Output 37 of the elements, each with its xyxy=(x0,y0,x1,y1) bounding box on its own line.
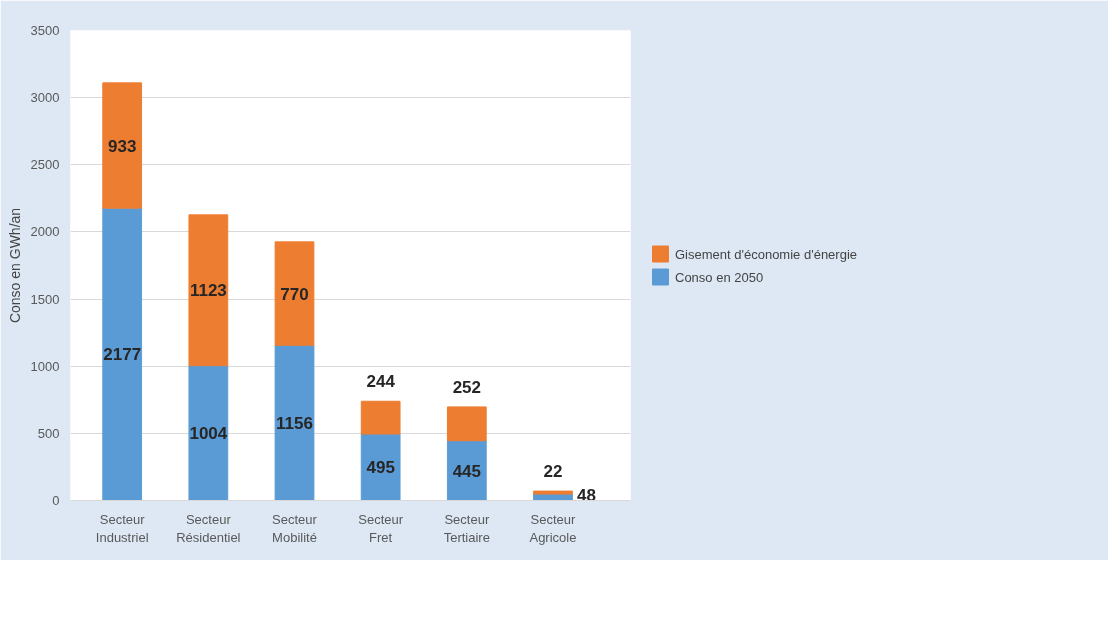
y-tick-label: 2500 xyxy=(30,157,60,173)
bar xyxy=(274,344,315,501)
data-label: 244 xyxy=(366,372,396,392)
x-tick-label: Secteur Fret xyxy=(358,511,404,545)
data-label: 495 xyxy=(366,458,395,478)
x-tick-label: Secteur Industriel xyxy=(95,511,149,545)
bar xyxy=(533,490,573,495)
x-tick-label: Secteur Agricole xyxy=(529,511,577,545)
y-tick-label: 0 xyxy=(52,493,60,508)
x-tick-label: Secteur Tertiaire xyxy=(443,511,490,545)
bar xyxy=(188,365,229,501)
data-label: 1004 xyxy=(189,424,228,444)
data-label: 445 xyxy=(452,461,481,481)
legend-label: Gisement d'économie d'énergie xyxy=(675,246,858,261)
legend-label: Conso en 2050 xyxy=(675,269,764,284)
bar xyxy=(102,82,143,209)
bar xyxy=(102,207,143,501)
data-label: 22 xyxy=(543,462,563,481)
bar xyxy=(274,241,315,346)
y-axis-title: Conso en GWh/an xyxy=(6,207,23,324)
y-tick-label: 1000 xyxy=(30,358,60,374)
y-tick-label: 3500 xyxy=(30,23,60,38)
x-tick-label: Secteur Mobilité xyxy=(272,511,318,545)
data-label: 770 xyxy=(280,284,309,304)
y-tick-label: 500 xyxy=(37,425,60,441)
data-label: 252 xyxy=(452,377,481,397)
bar xyxy=(446,406,487,442)
data-label: 2177 xyxy=(103,345,142,365)
data-label: 1156 xyxy=(276,413,313,433)
y-tick-label: 3000 xyxy=(30,90,60,106)
y-tick-label: 2000 xyxy=(30,224,60,240)
y-tick-label: 1500 xyxy=(30,291,60,307)
data-label: 1123 xyxy=(189,281,227,301)
x-tick-label: Secteur Résidentiel xyxy=(176,511,241,545)
bar xyxy=(360,400,401,435)
bar xyxy=(188,214,229,367)
data-label: 933 xyxy=(108,136,137,156)
